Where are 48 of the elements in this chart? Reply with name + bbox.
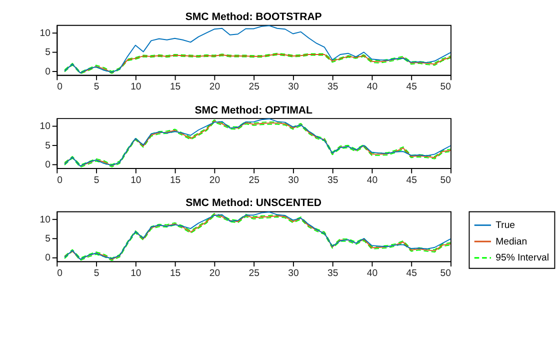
x-tick-label: 30 [288, 174, 299, 186]
x-tick-label: 40 [366, 268, 378, 280]
x-tick-label: 30 [288, 82, 299, 93]
x-tick-label: 50 [440, 268, 451, 280]
y-tick-label: 10 [40, 28, 50, 39]
chart-title: SMC Method: BOOTSTRAP [185, 11, 322, 24]
x-tick-label: 35 [327, 174, 338, 186]
x-tick-label: 45 [406, 268, 417, 280]
x-tick-label: 20 [209, 82, 220, 93]
x-tick-label: 15 [170, 268, 181, 280]
x-tick-label: 50 [440, 174, 451, 186]
x-tick-label: 5 [94, 82, 100, 93]
y-tick-label: 0 [45, 160, 50, 171]
legend-label: 95% Interval [496, 252, 549, 264]
x-tick-label: 45 [406, 174, 417, 186]
x-tick-label: 5 [94, 268, 100, 280]
x-tick-label: 25 [248, 174, 260, 186]
x-tick-label: 35 [327, 268, 338, 280]
x-tick-label: 10 [130, 268, 142, 280]
x-tick-label: 20 [209, 268, 220, 280]
y-tick-label: 10 [40, 214, 50, 226]
x-tick-label: 40 [366, 174, 378, 186]
x-tick-label: 35 [327, 82, 338, 93]
x-tick-label: 0 [57, 268, 62, 280]
x-tick-label: 15 [170, 82, 181, 93]
y-tick-label: 0 [45, 252, 50, 264]
x-tick-label: 15 [170, 174, 181, 186]
x-tick-label: 25 [248, 268, 260, 280]
chart-title: SMC Method: UNSCENTED [186, 196, 322, 209]
y-tick-label: 5 [45, 234, 50, 245]
x-tick-label: 50 [440, 82, 451, 93]
x-tick-label: 0 [57, 82, 62, 93]
legend-label: True [496, 220, 516, 232]
y-tick-label: 0 [45, 66, 50, 78]
y-tick-label: 5 [45, 140, 50, 152]
x-tick-label: 25 [248, 82, 260, 93]
legend-label: Median [496, 236, 528, 248]
y-tick-label: 5 [45, 47, 50, 58]
y-tick-label: 10 [40, 121, 50, 132]
x-tick-label: 30 [288, 268, 299, 280]
x-tick-label: 20 [209, 174, 220, 186]
chart-title: SMC Method: OPTIMAL [194, 104, 314, 116]
x-tick-label: 5 [94, 174, 100, 186]
x-tick-label: 45 [406, 82, 417, 93]
x-tick-label: 40 [366, 82, 378, 93]
x-tick-label: 10 [130, 174, 142, 186]
x-tick-label: 10 [130, 82, 142, 93]
x-tick-label: 0 [57, 174, 62, 186]
